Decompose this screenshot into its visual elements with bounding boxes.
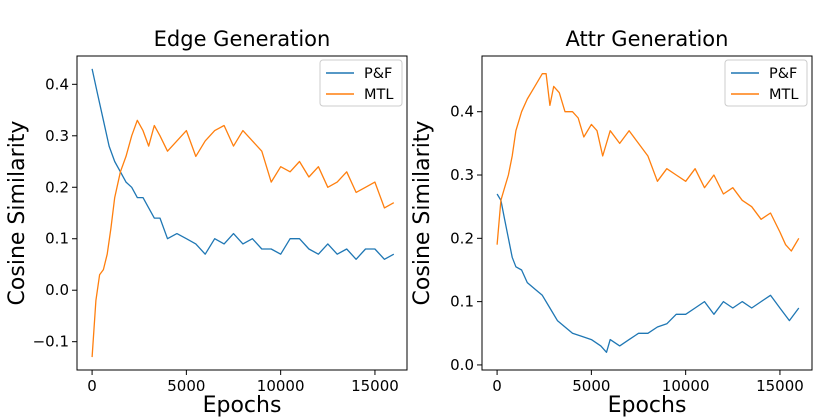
x-tick-label: 15000 [756,377,804,395]
x-tick-label: 5000 [167,377,205,395]
x-tick-label: 0 [492,377,502,395]
x-axis-label: Epochs [203,393,282,418]
x-tick-label: 10000 [257,377,305,395]
legend: P&F MTL [724,59,808,107]
x-tick-label: 10000 [662,377,710,395]
x-tick-label: 0 [87,377,97,395]
y-tick-label: 0.3 [45,127,69,145]
legend-label-mtl: MTL [364,87,393,103]
y-tick-label: 0.2 [45,178,69,196]
plot-frame [481,55,813,371]
axis-ticks: 0 5000 10000 15000 0.0 0.1 0.2 0.3 0.4 [450,103,804,395]
y-tick-label: 0.4 [450,103,474,121]
chart-attr-generation: Attr Generation 0 5000 10000 15000 0.0 0.1 0.2… [410,27,813,418]
x-tick-label: 15000 [351,377,399,395]
y-axis-label: Cosine Similarity [5,121,30,306]
y-tick-label: 0.1 [45,230,69,248]
y-tick-label: 0.0 [45,281,69,299]
y-tick-label: 0.0 [450,356,474,374]
y-tick-label: 0.4 [45,75,69,93]
chart-title: Attr Generation [566,27,729,51]
legend-label-pf: P&F [769,66,797,82]
y-tick-label: −0.1 [33,333,69,351]
y-tick-label: 0.3 [450,166,474,184]
plot-frame [76,55,408,371]
chart-edge-generation: Edge Generation 0 5000 10000 15000 −0.1 0.0 0.… [5,27,408,418]
x-axis-label: Epochs [608,393,687,418]
axis-ticks: 0 5000 10000 15000 −0.1 0.0 0.1 0.2 0.3 0.4 [33,75,399,395]
y-tick-label: 0.2 [450,229,474,247]
legend-label-mtl: MTL [769,87,798,103]
chart-title: Edge Generation [154,27,331,51]
y-tick-label: 0.1 [450,293,474,311]
y-axis-label: Cosine Similarity [410,121,435,306]
series-line-mtl [91,119,395,358]
series-layer [496,73,800,353]
x-tick-label: 5000 [572,377,610,395]
series-line-mtl [496,73,800,252]
legend: P&F MTL [319,59,403,107]
series-line-p-f [91,68,395,260]
legend-label-pf: P&F [364,66,392,82]
series-line-p-f [496,193,800,353]
series-layer [91,68,395,358]
